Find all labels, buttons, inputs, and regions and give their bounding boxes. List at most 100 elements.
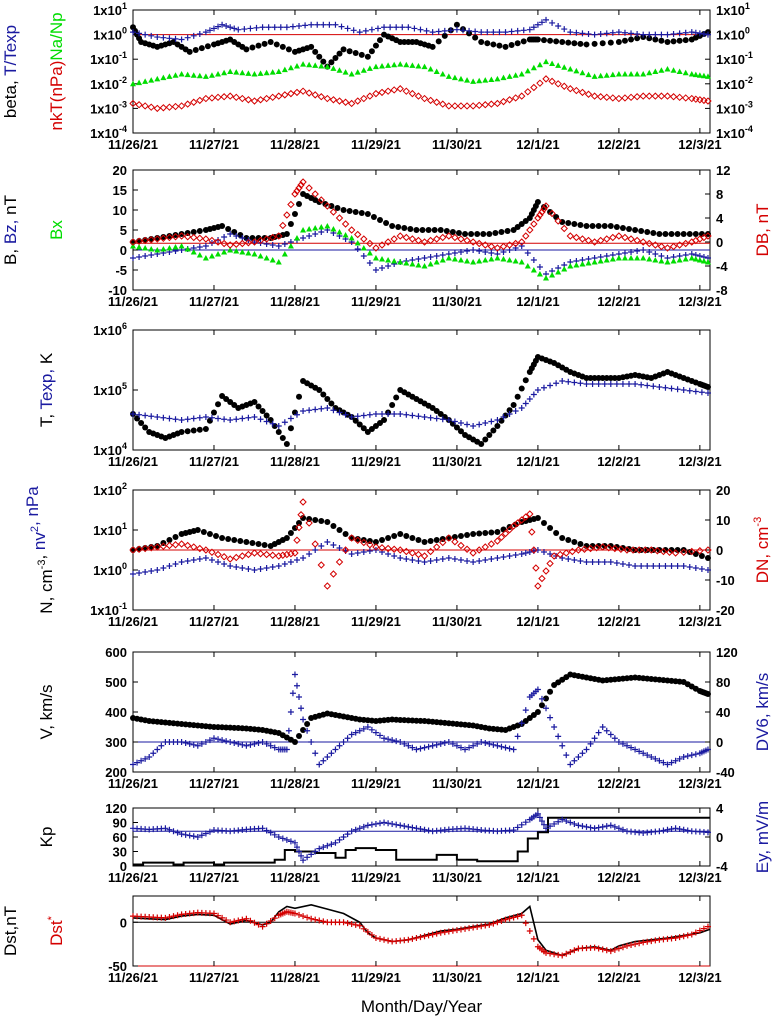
data-point <box>368 931 375 938</box>
data-point <box>289 690 296 697</box>
data-point <box>567 66 574 72</box>
data-point <box>385 263 392 269</box>
data-point <box>680 754 687 760</box>
data-point <box>376 935 383 942</box>
data-point <box>391 61 398 68</box>
data-point <box>553 38 560 45</box>
data-point <box>358 210 365 216</box>
data-point <box>148 236 155 242</box>
data-point <box>522 550 529 556</box>
data-point <box>511 94 520 102</box>
x-tick-label: 11/28/21 <box>270 870 320 885</box>
data-point <box>135 237 143 245</box>
data-point <box>269 69 276 75</box>
data-point <box>524 67 531 74</box>
data-point <box>316 387 323 393</box>
data-point <box>680 563 687 569</box>
data-point <box>340 834 347 840</box>
data-point <box>190 32 197 39</box>
y-tick-label: 120 <box>105 801 127 816</box>
data-point <box>347 99 356 108</box>
data-point <box>263 920 270 927</box>
data-point <box>692 565 699 571</box>
data-point <box>686 564 693 570</box>
data-point <box>414 92 423 100</box>
data-point <box>255 42 262 49</box>
data-point <box>348 535 355 541</box>
data-point <box>481 241 489 249</box>
data-point <box>389 737 396 744</box>
data-point <box>615 70 622 77</box>
data-point <box>615 825 622 832</box>
data-point <box>534 515 541 521</box>
data-point <box>198 832 205 839</box>
data-point <box>281 561 288 567</box>
data-point <box>652 31 659 38</box>
data-point <box>389 820 396 827</box>
data-point <box>603 235 611 243</box>
data-point <box>420 94 429 103</box>
data-point <box>475 101 483 110</box>
data-point <box>221 234 228 240</box>
data-point <box>183 541 192 550</box>
data-point <box>291 739 298 745</box>
data-point <box>621 29 628 36</box>
data-point <box>312 848 319 855</box>
data-point <box>283 836 290 843</box>
data-point <box>561 26 568 33</box>
y-tick-label: 1x104 <box>93 441 127 458</box>
data-point <box>514 913 521 920</box>
data-point <box>704 259 711 265</box>
data-point <box>518 385 525 392</box>
data-point <box>300 727 307 733</box>
data-point <box>555 951 562 958</box>
data-point <box>462 746 469 753</box>
data-point <box>574 546 583 554</box>
data-point <box>663 244 672 252</box>
data-point <box>669 242 678 251</box>
data-point <box>184 416 191 423</box>
data-point <box>692 29 699 36</box>
y-tick-label: 1x105 <box>93 381 127 398</box>
data-point <box>474 231 481 237</box>
data-point <box>259 923 266 930</box>
data-point <box>148 252 155 258</box>
data-point <box>409 535 416 541</box>
data-point <box>376 820 383 827</box>
data-point <box>308 851 315 858</box>
data-point <box>670 38 677 45</box>
data-point <box>546 559 554 568</box>
data-point <box>547 823 554 830</box>
y-tick-label-right: 1x10-4 <box>716 124 753 141</box>
data-point <box>481 543 489 551</box>
data-point <box>460 27 467 34</box>
data-point <box>613 224 620 230</box>
data-point <box>275 834 282 840</box>
ylabel-part: B, <box>1 244 20 265</box>
data-point <box>409 824 416 831</box>
data-point <box>490 741 497 748</box>
data-point <box>247 25 254 32</box>
data-point <box>615 38 622 45</box>
y-tick-label: 1x101 <box>93 1 127 18</box>
data-point <box>178 243 185 249</box>
data-point <box>356 29 363 36</box>
data-point <box>352 921 359 928</box>
data-point <box>243 742 250 749</box>
y-tick-label-right: -4 <box>716 859 728 874</box>
data-point <box>304 914 311 921</box>
data-point <box>425 743 432 750</box>
y-tick-label-right: -8 <box>716 283 728 298</box>
data-point <box>441 27 448 34</box>
data-point <box>675 93 684 102</box>
data-point <box>530 935 537 942</box>
data-point <box>688 29 695 36</box>
data-point <box>271 831 278 838</box>
data-point <box>619 826 626 833</box>
data-point <box>215 237 222 243</box>
data-point <box>397 739 404 745</box>
data-point <box>617 545 625 553</box>
y-axis-label: T, Texp, K <box>37 352 56 427</box>
data-point <box>530 546 538 554</box>
data-point <box>142 245 149 251</box>
